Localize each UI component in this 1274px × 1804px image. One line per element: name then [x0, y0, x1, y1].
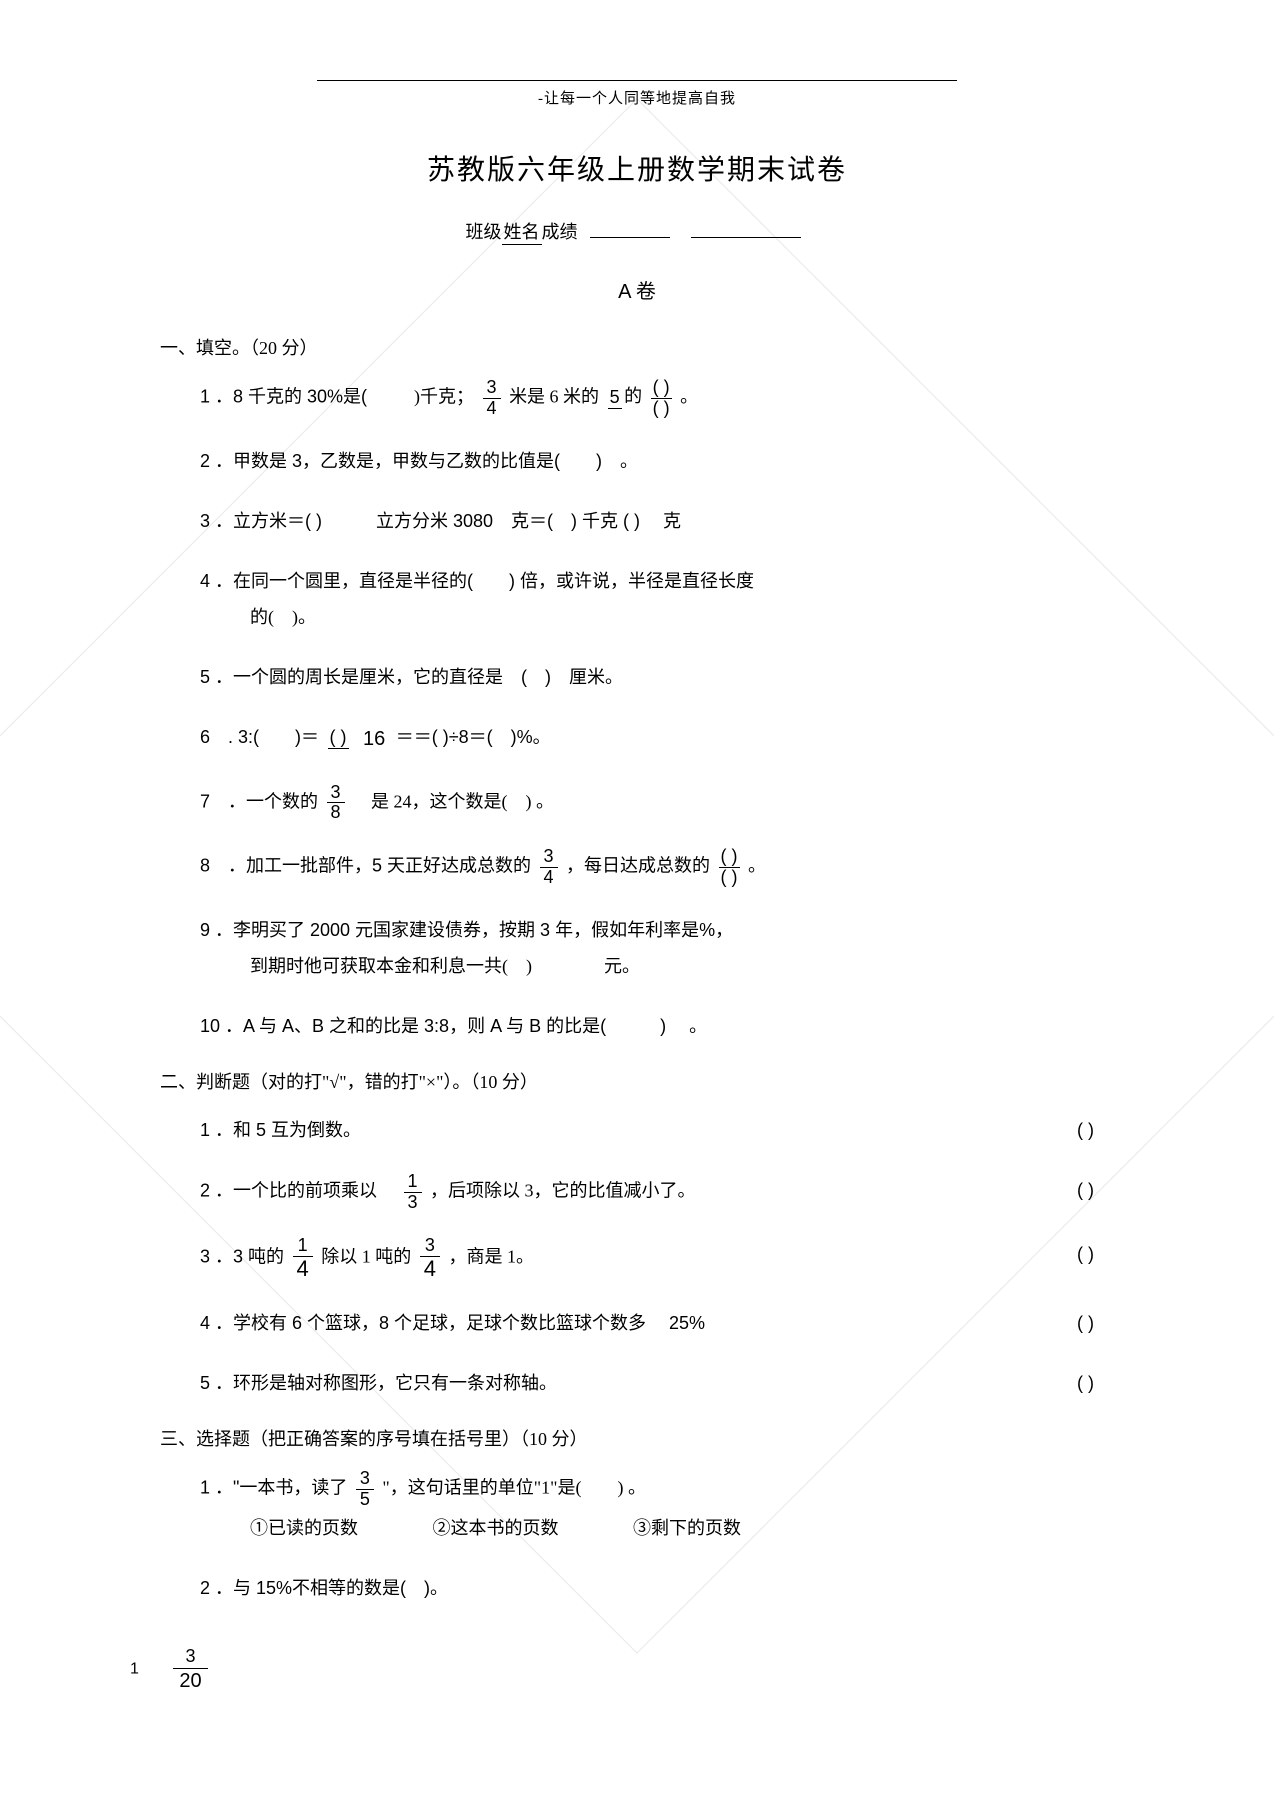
q1-end: 。 — [680, 386, 698, 406]
q7: 7 ．一个数的 38 是 24，这个数是( ) 。 — [200, 783, 1114, 824]
frac-paren-blank: ( ) — [328, 728, 349, 749]
j5: 5 ．环形是轴对称图形，它只有一条对称轴。 ( ) — [200, 1365, 1114, 1401]
j1-mark: ( ) — [1077, 1112, 1094, 1148]
j3-c: ，商是 1。 — [449, 1247, 535, 1267]
q8-a: 8 ．加工一批部件，5 天正好达成总数的 — [200, 856, 531, 876]
header-tagline: -让每一个人同等地提高自我 — [317, 80, 957, 108]
q8: 8 ．加工一批部件，5 天正好达成总数的 34 ，每日达成总数的 ( )( ) … — [200, 847, 1114, 888]
q6-16: 16 — [363, 728, 385, 750]
j3: 3 ．3 吨的 14 除以 1 吨的 34 ，商是 1。 ( ) — [200, 1236, 1114, 1281]
frac-3-4-c: 34 — [420, 1236, 440, 1281]
page-number: 1 — [130, 1660, 139, 1677]
exam-title: 苏教版六年级上册数学期末试卷 — [160, 148, 1114, 188]
j3-mark: ( ) — [1077, 1236, 1094, 1272]
j5-mark: ( ) — [1077, 1365, 1094, 1401]
c2: 2 ．与 15%不相等的数是( )。 — [200, 1570, 1114, 1606]
paper-label: A 卷 — [160, 275, 1114, 304]
c1-a: 1 ．"一本书，读了 — [200, 1478, 347, 1498]
j3-a: 3 ．3 吨的 — [200, 1247, 284, 1267]
frac-3-20: 3 20 — [173, 1646, 207, 1693]
frac-3-5: 35 — [356, 1469, 374, 1510]
c1-opt-a: ①已读的页数 — [250, 1518, 358, 1538]
frac-3-8: 38 — [327, 783, 345, 824]
blank-2 — [691, 237, 801, 238]
class-info-line: 班级姓名成绩 — [160, 218, 1114, 245]
score-label: 成绩 — [542, 222, 578, 242]
section-2-heading: 二、判断题（对的打"√"，错的打"×"）。（10 分） — [160, 1068, 1114, 1094]
q8-c: 。 — [748, 856, 766, 876]
frac-5-blank: 5 — [608, 388, 622, 409]
j1: 1 ．和 5 互为倒数。 ( ) — [200, 1112, 1114, 1148]
q8-b: ，每日达成总数的 — [566, 856, 710, 876]
j2-b: ，后项除以 3，它的比值减小了。 — [430, 1180, 696, 1200]
section-3-heading: 三、选择题（把正确答案的序号填在括号里）（10 分） — [160, 1425, 1114, 1451]
q1-a: 1 ．8 千克的 30%是( — [200, 386, 367, 406]
j4: 4 ．学校有 6 个篮球，8 个足球，足球个数比篮球个数多 25% ( ) — [200, 1305, 1114, 1341]
q1-b: )千克； — [414, 386, 474, 406]
frac-3-4-b: 34 — [540, 847, 558, 888]
name-label: 姓名 — [502, 218, 542, 245]
q6-b: ＝＝( )÷8＝( )%。 — [396, 727, 551, 747]
q10: 10 ．A 与 A、B 之和的比是 3:8，则 A 与 B 的比是( ) 。 — [200, 1008, 1114, 1044]
j2: 2 ．一个比的前项乘以 13 ，后项除以 3，它的比值减小了。 ( ) — [200, 1172, 1114, 1213]
frac-1-3: 13 — [404, 1172, 422, 1213]
j4-mark: ( ) — [1077, 1305, 1094, 1341]
c1-opt-c: ③剩下的页数 — [633, 1518, 741, 1538]
q9-sub: 到期时他可获取本金和利息一共( ) 元。 — [250, 948, 1114, 984]
class-label: 班级 — [466, 222, 502, 242]
blank-1 — [590, 237, 670, 238]
j2-mark: ( ) — [1077, 1172, 1094, 1208]
c1-options: ①已读的页数 ②这本书的页数 ③剩下的页数 — [250, 1510, 1114, 1546]
section-1-heading: 一、填空。（20 分） — [160, 334, 1114, 360]
frac-paren-paren-2: ( )( ) — [719, 847, 740, 888]
frac-paren-paren-1: ( )( ) — [651, 378, 672, 419]
q3: 3 ．立方米＝( ) 立方分米 3080 克＝( ) 千克 ( ) 克 — [200, 503, 1114, 539]
j3-b: 除以 1 吨的 — [321, 1247, 411, 1267]
q5: 5 ．一个圆的周长是厘米，它的直径是 ( ) 厘米。 — [200, 659, 1114, 695]
q6-a: 6 . 3:( )＝ — [200, 727, 319, 747]
q7-b: 是 24，这个数是( ) 。 — [353, 791, 554, 811]
q6: 6 . 3:( )＝ ( ) 16 ＝＝( )÷8＝( )%。 — [200, 719, 1114, 759]
frac-3-4: 34 — [483, 378, 501, 419]
q1-c: 米是 6 米的 — [509, 386, 599, 406]
frac-1-4: 14 — [293, 1236, 313, 1281]
c1: 1 ．"一本书，读了 35 "，这句话里的单位"1"是( ) 。 ①已读的页数 … — [200, 1469, 1114, 1546]
c1-opt-b: ②这本书的页数 — [433, 1518, 559, 1538]
q4-sub: 的( )。 — [250, 599, 1114, 635]
page-footer: 1 3 20 — [130, 1646, 1114, 1693]
j2-a: 2 ．一个比的前项乘以 — [200, 1180, 395, 1200]
q4: 4 ．在同一个圆里，直径是半径的( ) 倍，或许说，半径是直径长度 的( )。 — [200, 563, 1114, 635]
q7-a: 7 ．一个数的 — [200, 791, 318, 811]
c1-b: "，这句话里的单位"1"是( ) 。 — [382, 1478, 646, 1498]
q2: 2 ．甲数是 3，乙数是，甲数与乙数的比值是( ) 。 — [200, 443, 1114, 479]
q9: 9 ．李明买了 2000 元国家建设债券，按期 3 年，假如年利率是%， 到期时… — [200, 912, 1114, 984]
q1: 1 ．8 千克的 30%是( )千克； 34 米是 6 米的 5 的 ( )( … — [200, 378, 1114, 419]
